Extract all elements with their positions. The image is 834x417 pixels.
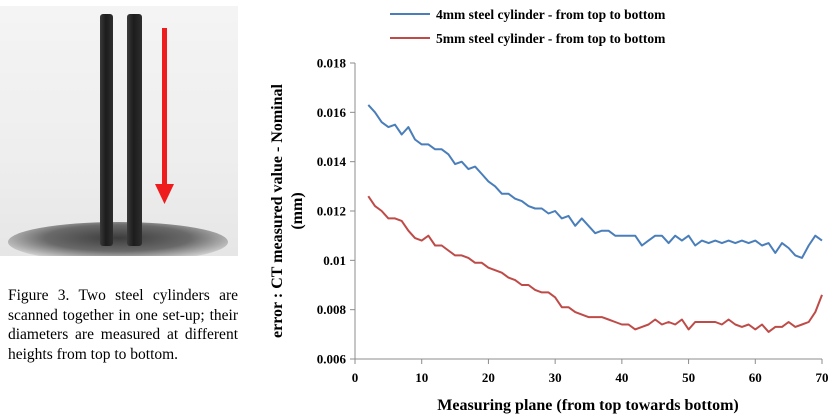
x-tick-label: 20 <box>482 370 495 385</box>
legend-item-4mm: 4mm steel cylinder - from top to bottom <box>390 7 666 22</box>
line-chart: 4mm steel cylinder - from top to bottom … <box>269 7 829 414</box>
cylinder-photo-svg <box>8 14 228 262</box>
y-tick-label: 0.018 <box>317 56 347 71</box>
y-axis-ticks: 0.006 0.008 0.01 0.012 0.014 0.016 0.018 <box>317 56 355 367</box>
y-axis-title-line2: (mm) <box>289 192 306 229</box>
cylinder-photo <box>0 6 238 262</box>
plot-series <box>367 104 823 333</box>
downward-arrow-icon <box>155 28 174 204</box>
x-axis-title: Measuring plane (from top towards bottom… <box>437 397 738 414</box>
x-tick-label: 10 <box>415 370 428 385</box>
y-tick-label: 0.012 <box>317 204 346 219</box>
series-line-4mm <box>367 104 823 259</box>
x-tick-label: 0 <box>352 370 359 385</box>
y-tick-label: 0.008 <box>317 302 347 317</box>
x-axis-ticks: 0 10 20 30 40 50 60 70 <box>352 359 829 385</box>
steel-cylinder-5mm <box>127 14 142 246</box>
figure-caption: Figure 3. Two steel cylinders are scanne… <box>8 287 238 363</box>
legend-label-4mm: 4mm steel cylinder - from top to bottom <box>436 7 666 22</box>
y-tick-label: 0.01 <box>323 253 346 268</box>
y-tick-label: 0.016 <box>317 105 347 120</box>
series-line-5mm <box>367 195 823 333</box>
x-tick-label: 60 <box>749 370 762 385</box>
y-tick-label: 0.014 <box>317 154 347 169</box>
x-tick-label: 30 <box>549 370 562 385</box>
x-tick-label: 40 <box>615 370 628 385</box>
x-tick-label: 50 <box>682 370 695 385</box>
legend: 4mm steel cylinder - from top to bottom … <box>390 7 666 46</box>
legend-item-5mm: 5mm steel cylinder - from top to bottom <box>390 31 666 46</box>
x-tick-label: 70 <box>816 370 829 385</box>
legend-label-5mm: 5mm steel cylinder - from top to bottom <box>436 31 666 46</box>
y-axis-title: error : CT measured value - Nominal (mm) <box>269 83 306 337</box>
steel-cylinder-4mm <box>100 14 113 246</box>
scanner-base <box>8 222 228 262</box>
y-axis-title-line1: error : CT measured value - Nominal <box>269 83 286 337</box>
y-tick-label: 0.006 <box>317 352 347 367</box>
